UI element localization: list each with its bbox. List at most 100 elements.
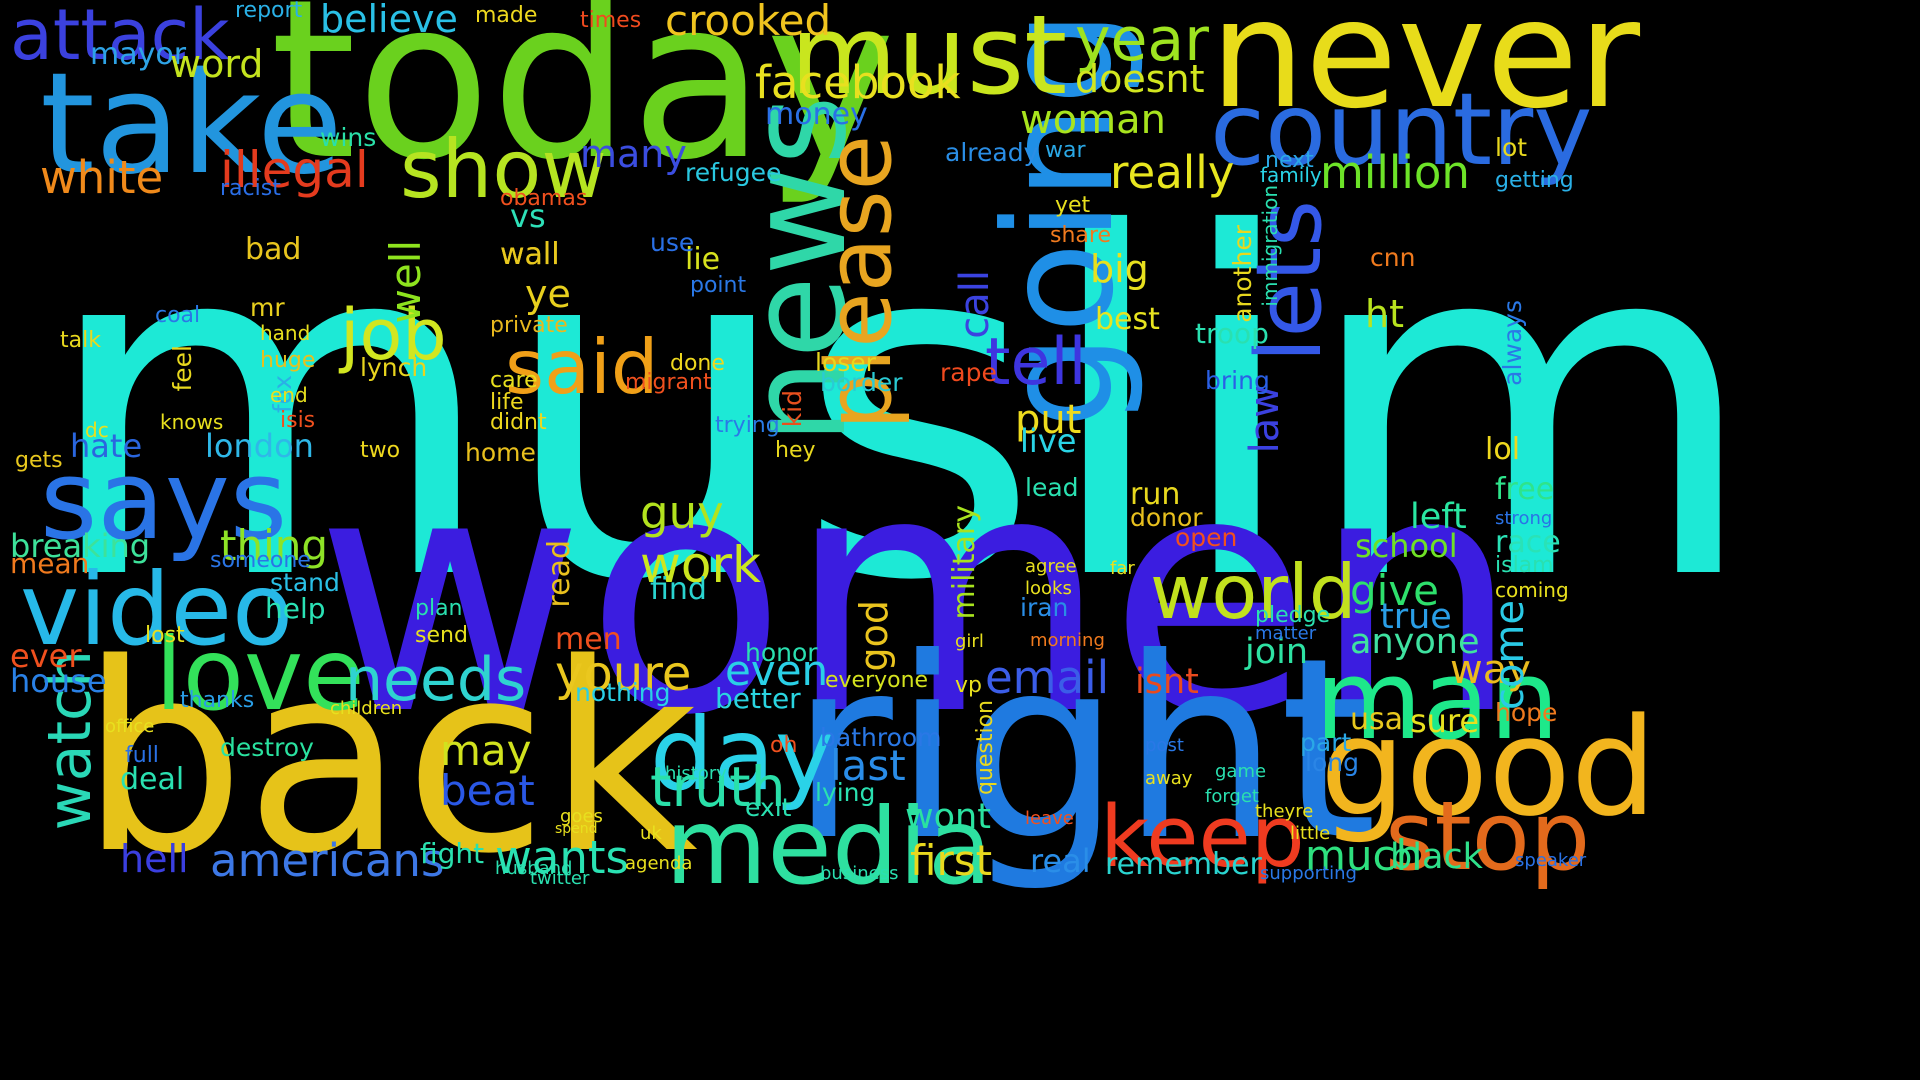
- word-cnn: cnn: [1370, 243, 1416, 272]
- word-goes: goes: [560, 806, 603, 827]
- word-today: today: [270, 0, 896, 208]
- word-show: show: [400, 123, 607, 216]
- word-hate: hate: [70, 427, 143, 465]
- word-already: already: [945, 138, 1039, 167]
- word-matter: matter: [1255, 623, 1317, 644]
- word-history: history: [665, 763, 727, 784]
- word-lynch: lynch: [360, 353, 428, 382]
- word-question: question: [973, 700, 998, 796]
- word-said: said: [505, 323, 659, 411]
- word-gets: gets: [15, 448, 63, 473]
- word-stop: stop: [1385, 782, 1591, 892]
- word-truth: truth: [650, 755, 786, 819]
- word-put: put: [1015, 397, 1082, 443]
- word-real: real: [1030, 842, 1091, 880]
- word-may: may: [440, 726, 532, 775]
- word-obamas: obamas: [500, 186, 588, 211]
- word-twitter: twitter: [530, 868, 590, 889]
- word-troop: troop: [1195, 317, 1269, 350]
- word-wins: wins: [320, 123, 377, 152]
- word-morning: morning: [1030, 630, 1105, 651]
- word-supporting: supporting: [1260, 863, 1357, 884]
- word-plan: plan: [415, 596, 463, 621]
- word-email: email: [985, 651, 1110, 704]
- word-office: office: [105, 716, 155, 737]
- word-war: war: [1045, 138, 1086, 163]
- word-even: even: [725, 646, 829, 695]
- word-away: away: [1145, 768, 1193, 789]
- word-kid: kid: [778, 390, 807, 428]
- word-hey: hey: [775, 438, 816, 463]
- word-lol: lol: [1485, 432, 1521, 467]
- word-ht: ht: [1365, 292, 1404, 336]
- word-feel: feel: [168, 345, 197, 392]
- word-little: little: [1290, 823, 1331, 844]
- word-americans: americans: [210, 834, 445, 887]
- word-keep: keep: [1100, 788, 1305, 887]
- word-immigration: immigration: [1258, 185, 1282, 307]
- word-doesnt: doesnt: [1075, 57, 1205, 101]
- word-oh: oh: [770, 733, 798, 758]
- word-isis: isis: [280, 408, 316, 433]
- word-illegal: illegal: [220, 141, 369, 199]
- word-read: read: [542, 540, 577, 608]
- word-life: life: [490, 390, 524, 415]
- word-two: two: [360, 438, 401, 463]
- word-everyone: everyone: [825, 668, 929, 693]
- word-coal: coal: [155, 303, 201, 328]
- word-media: media: [665, 786, 993, 908]
- word-back: back: [80, 609, 698, 911]
- word-women: women: [315, 403, 1521, 787]
- word-someone: someone: [210, 548, 311, 573]
- word-leave: leave: [1025, 808, 1074, 829]
- word-better: better: [715, 682, 801, 715]
- word-job: job: [340, 294, 447, 376]
- word-business: business: [820, 863, 899, 884]
- word-care: care: [490, 368, 538, 393]
- word-man: man: [1315, 636, 1560, 764]
- word-lost: lost: [145, 623, 185, 648]
- word-free: free: [1495, 472, 1555, 507]
- word-getting: getting: [1495, 168, 1574, 193]
- word-join: join: [1245, 632, 1309, 672]
- word-refugee: refugee: [685, 158, 782, 187]
- word-live: live: [1020, 422, 1077, 460]
- word-hand: hand: [260, 321, 311, 345]
- word-lying: lying: [815, 778, 876, 807]
- word-video: video: [20, 551, 294, 668]
- word-come: come: [1487, 600, 1533, 711]
- word-agree: agree: [1025, 556, 1077, 577]
- word-home: home: [465, 438, 536, 467]
- word-deal: deal: [120, 762, 185, 797]
- word-ever: ever: [10, 637, 82, 675]
- word-exit: exit: [745, 793, 792, 822]
- word-speaker: speaker: [1515, 850, 1587, 871]
- word-bring: bring: [1205, 366, 1270, 395]
- word-london: london: [205, 427, 314, 465]
- word-call: call: [952, 270, 998, 339]
- word-sure: sure: [1410, 702, 1480, 740]
- word-god: god: [852, 600, 896, 672]
- word-school: school: [1355, 527, 1458, 565]
- word-talk: talk: [60, 328, 101, 353]
- word-guy: guy: [640, 486, 724, 539]
- word-iran: iran: [1020, 593, 1069, 622]
- word-anyone: anyone: [1350, 622, 1480, 662]
- word-military: military: [947, 505, 982, 620]
- word-give: give: [1350, 566, 1440, 615]
- word-made: made: [475, 3, 538, 28]
- word-loser: loser: [815, 348, 876, 377]
- word-needs: needs: [345, 645, 527, 715]
- word-muslim: muslim: [40, 136, 1760, 683]
- word-wont: wont: [905, 797, 991, 837]
- word-stand: stand: [270, 568, 340, 597]
- word-must: must: [790, 0, 1068, 119]
- word-mayor: mayor: [90, 37, 187, 72]
- word-children: children: [330, 698, 403, 719]
- word-take: take: [40, 43, 343, 206]
- word-times: times: [580, 8, 642, 33]
- word-honor: honor: [745, 638, 818, 667]
- word-another: another: [1228, 225, 1257, 323]
- word-right: right: [790, 604, 1378, 895]
